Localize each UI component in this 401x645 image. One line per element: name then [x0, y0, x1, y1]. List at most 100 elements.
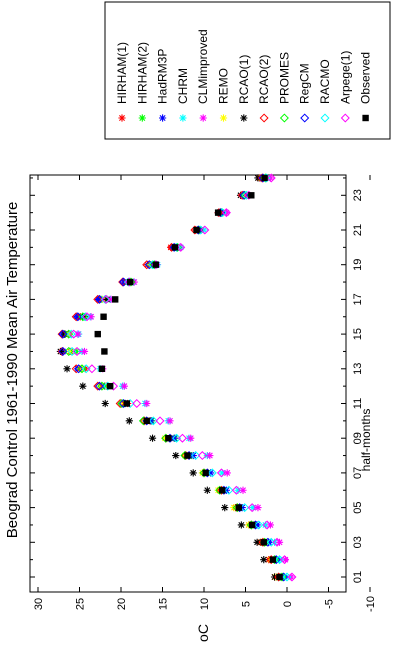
x-tick-label: 17	[352, 293, 364, 305]
legend-label: HIRHAM(1)	[115, 42, 129, 104]
data-point	[72, 346, 82, 356]
data-point	[175, 243, 183, 251]
legend: HIRHAM(1) HIRHAM(2) HadRM3P CHRM CLMimproved…	[104, 1, 391, 140]
data-point	[73, 312, 83, 322]
data-point	[276, 573, 283, 581]
legend-label: RACMO	[318, 59, 332, 104]
series-remo	[65, 174, 280, 581]
plot-frame	[29, 174, 347, 593]
data-point	[80, 313, 89, 321]
y-tick-label: 0	[282, 601, 294, 607]
legend-label: HadRM3P	[156, 49, 170, 104]
data-point	[101, 294, 111, 304]
data-point	[94, 330, 101, 338]
data-point	[260, 539, 267, 546]
tick-labels: 01 03 05 07 09 11 13 15 17 19 21 23 30 25 20 15 10 5 0 -5 -1…	[33, 189, 377, 612]
series-rcao-2-	[57, 173, 284, 582]
legend-marker	[138, 114, 146, 122]
data-point	[100, 313, 107, 320]
legend-marker	[159, 114, 167, 122]
data-point	[66, 329, 76, 339]
data-point	[253, 538, 261, 546]
data-point	[197, 451, 207, 461]
legend-item: RCAO(2)	[257, 55, 271, 123]
data-point	[152, 261, 160, 268]
data-point	[64, 346, 74, 356]
data-point	[56, 347, 65, 356]
legend-marker	[179, 114, 187, 122]
x-tick-label: 19	[352, 259, 364, 271]
series-observed	[94, 174, 283, 581]
legend-marker	[279, 113, 289, 123]
legend-item: CLMimproved	[196, 29, 210, 122]
data-point	[202, 469, 209, 477]
series-hadrm3p	[59, 174, 287, 581]
data-point	[177, 433, 187, 443]
data-point	[123, 400, 131, 407]
data-point	[266, 173, 276, 183]
legend-item: Arpege(1)	[338, 51, 352, 123]
data-point	[132, 398, 142, 409]
data-point	[280, 555, 290, 565]
data-point	[172, 451, 180, 460]
data-point	[198, 469, 206, 477]
chart-title: Beograd Control 1961-1990 Mean Air Tempe…	[4, 202, 21, 539]
x-tick-label: 07	[352, 467, 364, 479]
legend-item: CHRM	[176, 68, 190, 122]
data-point	[148, 416, 158, 426]
data-point	[166, 417, 174, 425]
data-point	[176, 242, 186, 252]
y-tick-label: -5	[324, 599, 336, 609]
x-tick-label: 21	[352, 224, 364, 236]
data-point	[97, 381, 107, 391]
legend-item: HIRHAM(1)	[115, 42, 129, 122]
data-point	[143, 399, 151, 408]
series-arpege-1-	[69, 173, 297, 582]
data-point	[100, 294, 110, 304]
data-point	[94, 295, 103, 303]
data-point	[203, 486, 211, 494]
data-point	[142, 260, 152, 270]
data-point	[237, 521, 245, 529]
data-point	[231, 485, 241, 495]
data-point	[189, 469, 197, 477]
legend-label: Arpege(1)	[338, 51, 352, 104]
legend-marker	[240, 114, 248, 122]
y-tick-label: 30	[33, 598, 45, 610]
data-point	[206, 451, 214, 460]
legend-item: RegCM	[298, 63, 312, 123]
data-point	[222, 486, 231, 494]
data-point	[58, 346, 68, 356]
y-tick-label: 20	[116, 598, 128, 610]
data-point	[237, 190, 247, 200]
data-point	[240, 503, 250, 513]
y-tick-label: -10	[365, 596, 377, 612]
data-point	[103, 295, 111, 303]
legend-item: PROMES	[277, 52, 291, 123]
legend-label: REMO	[217, 68, 231, 104]
data-point	[57, 346, 67, 356]
data-point	[77, 364, 87, 374]
legend-item: HIRHAM(2)	[135, 42, 149, 122]
data-point	[69, 329, 79, 339]
legend-label: PROMES	[277, 52, 291, 104]
data-point	[148, 434, 157, 442]
data-point	[63, 365, 71, 373]
data-point	[254, 520, 264, 530]
x-tick-label: 09	[352, 432, 364, 444]
x-tick-label: 05	[352, 501, 364, 513]
data-point	[261, 174, 268, 182]
data-point	[221, 504, 229, 512]
data-point	[98, 365, 106, 372]
legend-marker	[340, 113, 350, 123]
x-tick-label: 01	[352, 571, 364, 583]
legend-box	[104, 1, 391, 140]
legend-item: REMO	[217, 68, 231, 122]
data-point	[253, 521, 261, 529]
x-tick-label: 15	[352, 328, 364, 340]
data-point	[161, 434, 169, 442]
series-clmimproved	[74, 174, 295, 581]
legend-item: RACMO	[318, 59, 332, 123]
legend-label: CLMimproved	[196, 29, 210, 104]
